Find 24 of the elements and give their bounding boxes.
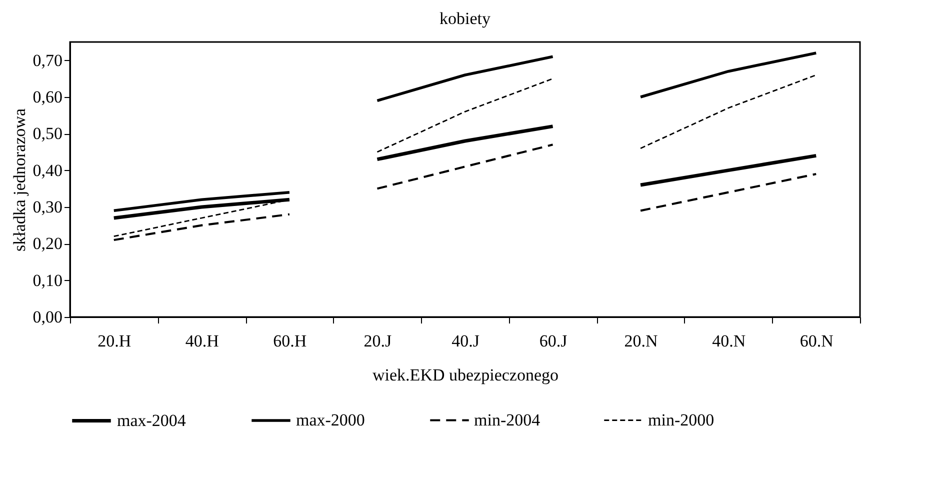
y-tick-label: 0,20	[32, 234, 62, 254]
x-tick-label: 60.N	[800, 332, 834, 350]
x-tick-label: 40.J	[452, 332, 480, 350]
x-tick-label: 20.H	[98, 332, 132, 350]
y-axis-title: składka jednorazowa	[10, 108, 29, 252]
y-tick-label: 0,70	[32, 50, 62, 70]
x-tick-label: 40.H	[185, 332, 219, 350]
y-tick-label: 0,00	[32, 308, 62, 326]
legend-label: min-2000	[648, 410, 714, 430]
y-tick-label: 0,50	[32, 124, 62, 144]
x-tick-label: 20.J	[364, 332, 392, 350]
x-tick-label: 60.H	[273, 332, 307, 350]
x-axis-title: wiek.EKD ubezpieczonego	[372, 366, 558, 384]
x-tick-label: 20.N	[624, 332, 658, 350]
x-tick-label: 60.J	[539, 332, 568, 350]
legend-label: min-2004	[474, 410, 541, 430]
x-tick-label: 40.N	[712, 332, 746, 350]
y-tick-label: 0,40	[32, 160, 62, 180]
legend-label: max-2004	[117, 410, 186, 430]
y-tick-label: 0,10	[32, 270, 62, 290]
chart-title: kobiety	[440, 9, 491, 28]
y-tick-label: 0,30	[32, 198, 62, 216]
y-tick-label: 0,60	[32, 88, 62, 106]
legend-label: max-2000	[296, 410, 365, 430]
